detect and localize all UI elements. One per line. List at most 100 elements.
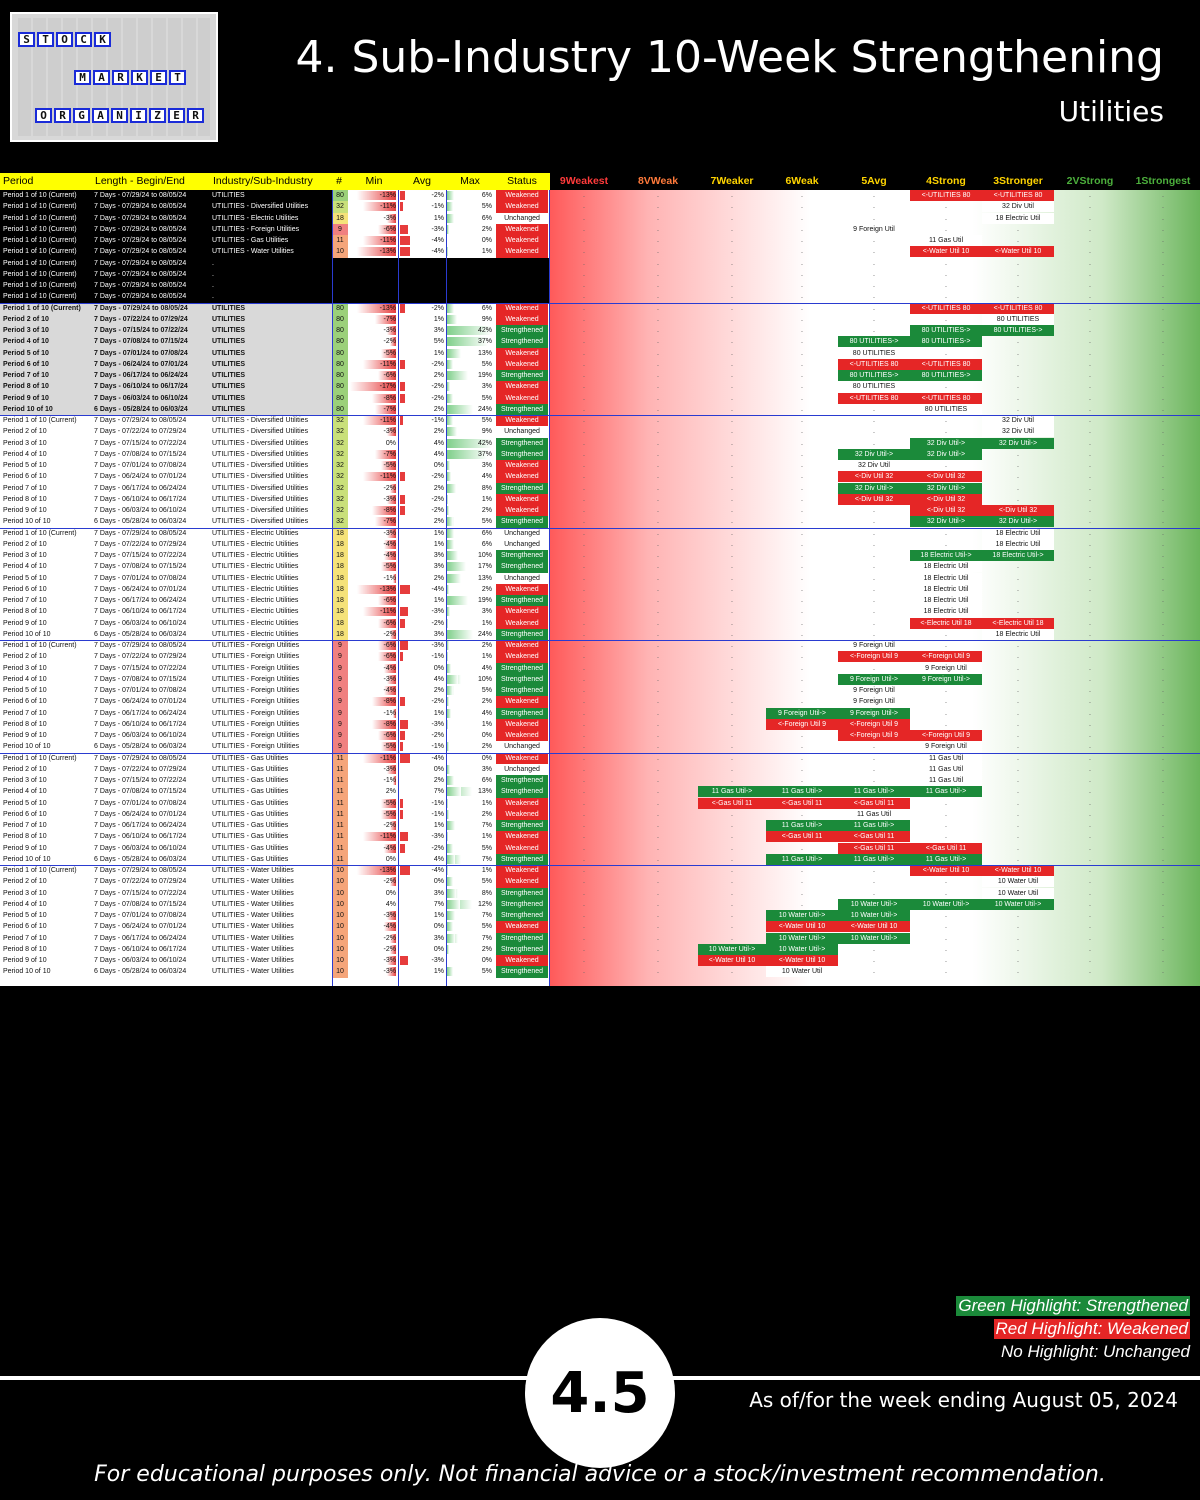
cell-length: 7 Days - 06/03/24 to 06/10/24 — [94, 844, 187, 852]
status-badge: Weakened — [496, 223, 548, 235]
cell-period: Period 6 of 10 — [3, 473, 47, 481]
level-placeholder: . — [582, 313, 586, 323]
avg-bar — [400, 731, 405, 740]
cell-count: 11 — [332, 797, 348, 809]
level-placeholder: . — [1161, 932, 1165, 942]
logo-letter: M — [74, 70, 91, 85]
level-placeholder: . — [656, 730, 660, 739]
cell-period: Period 9 of 10 — [3, 957, 47, 964]
max-bar — [447, 573, 462, 583]
table-row: Period 1 of 10 (Current) 7 Days - 07/29/2… — [0, 190, 1200, 202]
cell-period: Period 5 of 10 — [3, 574, 47, 582]
table-row: Period 8 of 10 7 Days - 06/10/24 to 06/17… — [0, 831, 1200, 843]
logo-letter: A — [92, 108, 109, 123]
level-placeholder: . — [1161, 336, 1165, 346]
min-bar — [384, 663, 396, 673]
level-placeholder: . — [800, 493, 804, 503]
level-placeholder: . — [730, 741, 734, 751]
status-badge: Weakened — [496, 640, 548, 652]
level-placeholder: . — [582, 741, 586, 751]
level-placeholder: . — [1088, 201, 1092, 211]
cell-count: 11 — [332, 842, 348, 854]
level-placeholder: . — [1161, 381, 1165, 391]
level-placeholder: . — [872, 865, 876, 874]
cell-industry: UTILITIES - Electric Utilities — [212, 574, 299, 582]
cell-count: 18 — [332, 572, 348, 584]
min-bar — [357, 584, 396, 594]
disclaimer: For educational purposes only. Not finan… — [94, 1462, 1106, 1487]
table-row: Period 2 of 10 7 Days - 07/22/24 to 07/29… — [0, 538, 1200, 550]
level-placeholder: . — [872, 302, 876, 312]
level-placeholder: . — [800, 865, 804, 874]
level-placeholder: . — [1088, 448, 1092, 458]
level-placeholder: . — [872, 887, 876, 897]
level-placeholder: . — [944, 718, 948, 728]
cell-max: 0% — [481, 754, 492, 762]
table-row: Period 9 of 10 7 Days - 06/03/24 to 06/10… — [0, 955, 1200, 967]
level-placeholder: . — [872, 291, 876, 301]
cell-length: 7 Days - 07/15/24 to 07/22/24 — [94, 664, 187, 672]
max-bar — [447, 911, 455, 920]
cell-min: -3% — [383, 675, 396, 683]
cell-industry: UTILITIES - Electric Utilities — [212, 608, 299, 616]
level-placeholder: . — [944, 685, 948, 694]
cell-avg: 3% — [433, 552, 444, 559]
cell-avg: -1% — [431, 810, 444, 818]
level-label: <-UTILITIES 80 — [910, 392, 982, 404]
cell-industry: UTILITIES — [212, 349, 246, 357]
level-placeholder: . — [1161, 808, 1165, 818]
cell-period: Period 6 of 10 — [3, 360, 49, 368]
row-left-bg — [0, 426, 332, 438]
cell-min: -13% — [379, 867, 396, 874]
cell-count: 9 — [332, 673, 348, 685]
min-bar — [387, 494, 396, 504]
cell-min: -11% — [380, 417, 396, 424]
level-placeholder: . — [872, 741, 876, 751]
level-placeholder: . — [944, 943, 948, 953]
cell-count: 18 — [332, 561, 348, 573]
max-bar — [447, 438, 492, 448]
level-placeholder: . — [656, 887, 660, 897]
row-left-bg — [0, 831, 332, 843]
level-placeholder: . — [1161, 550, 1165, 559]
score-value: 4.5 — [550, 1360, 650, 1426]
cell-industry: UTILITIES - Water Utilities — [212, 912, 294, 919]
cell-count: 11 — [332, 775, 348, 787]
avg-bar — [400, 359, 405, 369]
cell-avg: -1% — [431, 653, 444, 661]
row-left-bg — [0, 471, 332, 483]
level-placeholder: . — [656, 426, 660, 436]
row-left-bg — [0, 943, 332, 955]
max-bar — [447, 528, 454, 538]
cell-max: 6% — [481, 540, 492, 548]
level-placeholder: . — [730, 370, 734, 379]
level-placeholder: . — [582, 910, 586, 919]
score-circle: 4.5 — [525, 1318, 675, 1468]
min-bar — [375, 404, 396, 414]
level-placeholder: . — [800, 370, 804, 379]
level-placeholder: . — [730, 831, 734, 841]
level-placeholder: . — [872, 516, 876, 526]
level-placeholder: . — [730, 876, 734, 886]
level-placeholder: . — [1161, 471, 1165, 481]
max-bar — [447, 213, 454, 223]
cell-industry: UTILITIES - Diversified Utilities — [212, 462, 309, 469]
cell-length: 7 Days - 06/10/24 to 06/17/24 — [94, 945, 187, 953]
level-placeholder: . — [656, 943, 660, 953]
cell-count: 11 — [332, 853, 348, 865]
cell-length: 7 Days - 07/01/24 to 07/08/24 — [94, 349, 188, 357]
level-placeholder: . — [800, 246, 804, 256]
level-label: 32 Div Util-> — [982, 516, 1054, 528]
level-placeholder: . — [582, 370, 586, 379]
cell-industry: UTILITIES - Water Utilities — [212, 878, 294, 886]
cell-min: -8% — [383, 720, 396, 728]
level-placeholder: . — [656, 223, 660, 233]
level-placeholder: . — [730, 640, 734, 649]
table-row: Period 10 of 10 6 Days - 05/28/24 to 06/0… — [0, 516, 1200, 528]
min-bar — [393, 776, 396, 785]
row-left-bg — [0, 302, 332, 314]
cell-min: -5% — [383, 810, 396, 818]
cell-min: -6% — [383, 653, 396, 661]
level-placeholder: . — [656, 932, 660, 942]
